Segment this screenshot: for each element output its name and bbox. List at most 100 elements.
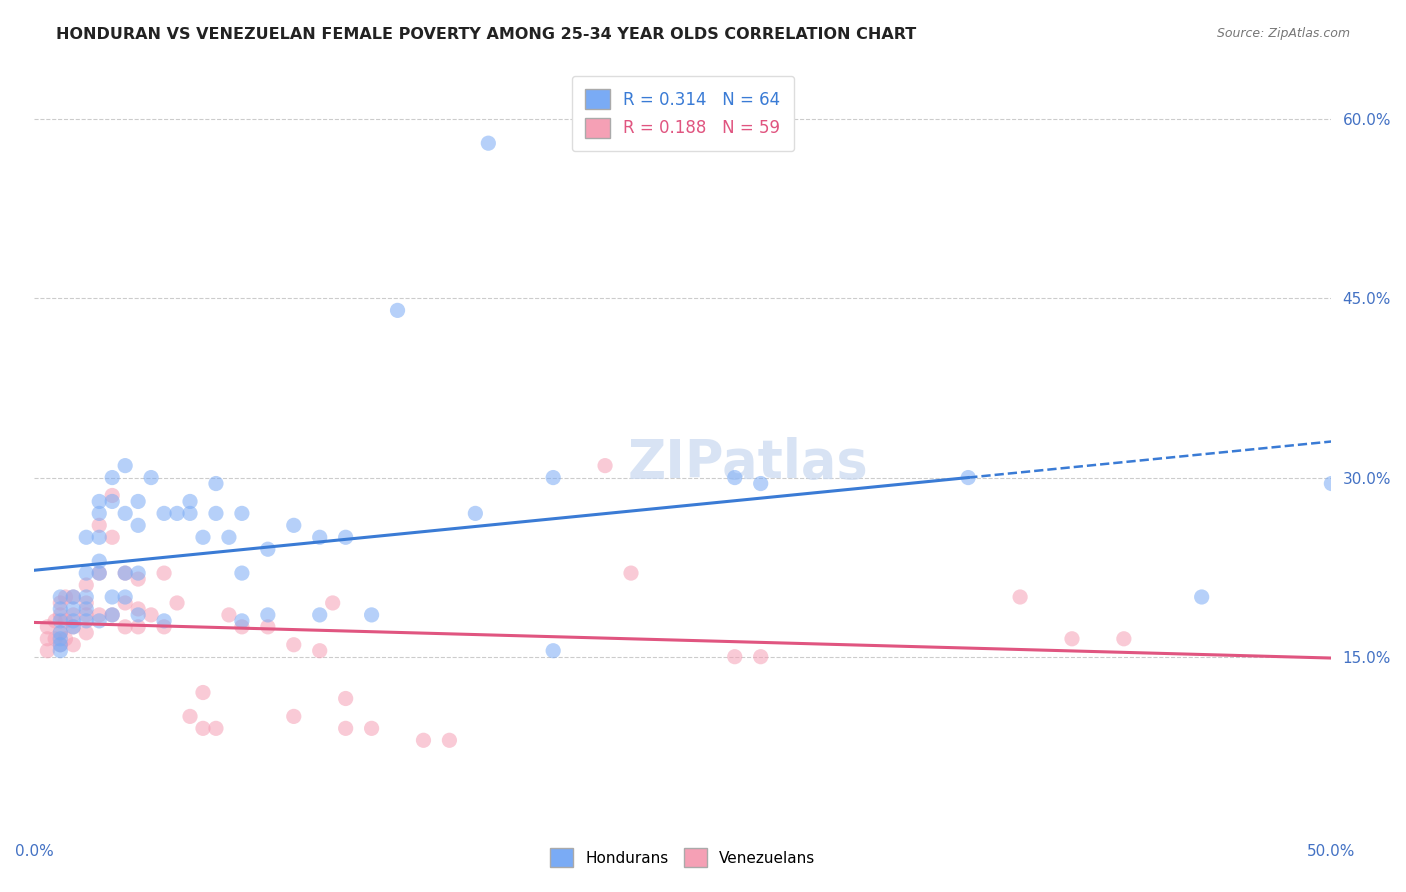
Point: [55, 590, 77, 604]
Point: [127, 494, 149, 508]
Point: [1060, 632, 1083, 646]
Point: [101, 488, 124, 502]
Text: Source: ZipAtlas.com: Source: ZipAtlas.com: [1216, 27, 1350, 40]
Point: [179, 494, 201, 508]
Point: [49, 638, 72, 652]
Point: [308, 607, 330, 622]
Point: [89, 530, 111, 544]
Point: [335, 691, 357, 706]
Point: [114, 596, 136, 610]
Point: [75, 530, 97, 544]
Point: [62, 607, 84, 622]
Point: [127, 572, 149, 586]
Point: [335, 530, 357, 544]
Point: [153, 566, 176, 580]
Point: [75, 614, 97, 628]
Legend: R = 0.314   N = 64, R = 0.188   N = 59: R = 0.314 N = 64, R = 0.188 N = 59: [572, 76, 794, 152]
Point: [335, 722, 357, 736]
Point: [127, 607, 149, 622]
Point: [179, 709, 201, 723]
Point: [49, 638, 72, 652]
Point: [89, 494, 111, 508]
Point: [89, 607, 111, 622]
Point: [75, 590, 97, 604]
Point: [89, 518, 111, 533]
Point: [62, 620, 84, 634]
Point: [49, 644, 72, 658]
Point: [49, 625, 72, 640]
Point: [191, 685, 214, 699]
Point: [724, 470, 747, 484]
Point: [49, 632, 72, 646]
Point: [139, 470, 162, 484]
Point: [477, 136, 499, 151]
Point: [49, 614, 72, 628]
Point: [205, 507, 228, 521]
Point: [49, 607, 72, 622]
Point: [101, 470, 124, 484]
Point: [75, 607, 97, 622]
Point: [62, 602, 84, 616]
Point: [218, 530, 240, 544]
Point: [89, 614, 111, 628]
Point: [231, 620, 253, 634]
Point: [49, 596, 72, 610]
Point: [191, 530, 214, 544]
Point: [256, 542, 278, 557]
Point: [360, 722, 382, 736]
Point: [44, 632, 66, 646]
Point: [62, 620, 84, 634]
Point: [1191, 590, 1213, 604]
Point: [127, 620, 149, 634]
Point: [114, 590, 136, 604]
Point: [231, 507, 253, 521]
Point: [360, 607, 382, 622]
Point: [89, 566, 111, 580]
Point: [37, 620, 59, 634]
Point: [231, 566, 253, 580]
Point: [724, 649, 747, 664]
Point: [55, 632, 77, 646]
Point: [191, 722, 214, 736]
Point: [283, 709, 305, 723]
Point: [62, 590, 84, 604]
Point: [218, 607, 240, 622]
Point: [256, 620, 278, 634]
Point: [75, 625, 97, 640]
Point: [75, 602, 97, 616]
Point: [127, 566, 149, 580]
Text: HONDURAN VS VENEZUELAN FEMALE POVERTY AMONG 25-34 YEAR OLDS CORRELATION CHART: HONDURAN VS VENEZUELAN FEMALE POVERTY AM…: [56, 27, 917, 42]
Point: [89, 507, 111, 521]
Point: [153, 620, 176, 634]
Point: [127, 602, 149, 616]
Point: [283, 638, 305, 652]
Point: [114, 620, 136, 634]
Text: ZIPatlas: ZIPatlas: [627, 437, 868, 489]
Point: [101, 530, 124, 544]
Point: [541, 644, 564, 658]
Point: [308, 530, 330, 544]
Point: [464, 507, 486, 521]
Point: [541, 470, 564, 484]
Point: [205, 722, 228, 736]
Point: [166, 596, 188, 610]
Point: [1010, 590, 1032, 604]
Point: [593, 458, 616, 473]
Point: [749, 476, 772, 491]
Point: [44, 614, 66, 628]
Point: [75, 578, 97, 592]
Point: [139, 607, 162, 622]
Point: [114, 566, 136, 580]
Point: [62, 638, 84, 652]
Point: [153, 614, 176, 628]
Point: [256, 607, 278, 622]
Point: [439, 733, 461, 747]
Point: [75, 596, 97, 610]
Point: [387, 303, 409, 318]
Point: [49, 590, 72, 604]
Point: [322, 596, 344, 610]
Point: [101, 494, 124, 508]
Point: [1320, 476, 1343, 491]
Point: [166, 507, 188, 521]
Point: [231, 614, 253, 628]
